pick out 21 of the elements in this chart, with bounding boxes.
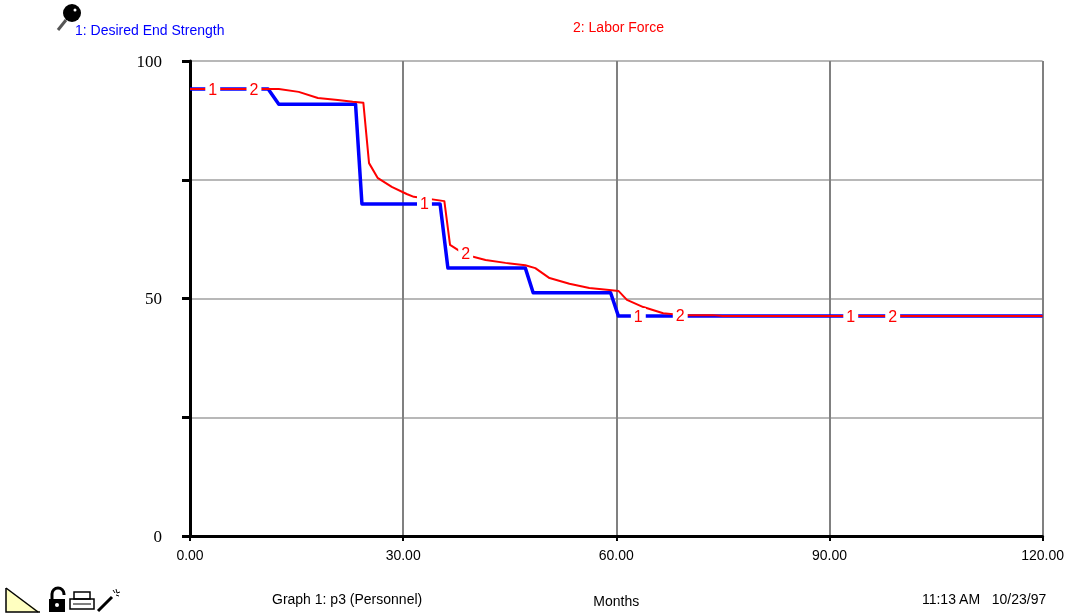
annotation: 1 [208, 80, 218, 98]
x-tick-label: 60.00 [598, 547, 635, 563]
annotation: 1 [420, 195, 430, 213]
annotation: 2 [461, 245, 471, 263]
x-tick-label: 120.00 [1021, 547, 1065, 563]
annotation: 2 [675, 306, 685, 324]
text: 2: Labor Force [573, 19, 665, 35]
annotation: 2 [249, 80, 259, 98]
text: 11:13 AM 10/23/97 [921, 591, 1047, 607]
text: 1: Desired End Strength [75, 22, 225, 38]
annotation: 1 [633, 307, 643, 325]
y-tick-label: 0 [153, 526, 162, 546]
y-tick-label: 100 [136, 51, 162, 71]
caption: Graph 1: p3 (Personnel) [272, 591, 423, 607]
annotation: 1 [846, 307, 856, 325]
annotation: 2 [888, 307, 898, 325]
x-tick-label: 30.00 [385, 547, 421, 563]
x-tick-label: 0.00 [176, 547, 204, 563]
x-tick-label: 90.00 [811, 547, 848, 563]
y-tick-label: 50 [145, 289, 162, 308]
x-axis-title: Months [593, 593, 640, 609]
